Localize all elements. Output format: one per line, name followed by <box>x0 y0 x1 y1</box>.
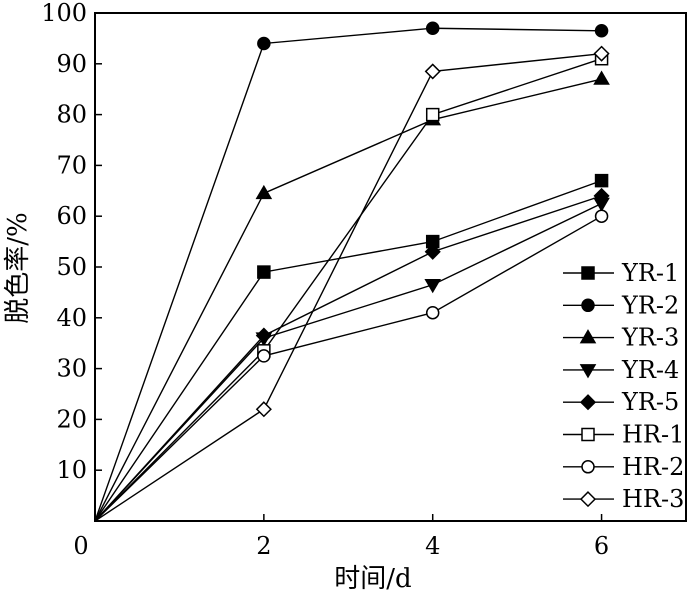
y-tick-label-40: 40 <box>56 304 87 332</box>
x-axis-title: 时间/d <box>334 564 411 594</box>
series-hr-2 <box>94 209 609 522</box>
point-yr-5-x4 <box>424 243 441 260</box>
legend-marker-hr-2 <box>581 460 595 474</box>
series-line-yr-2 <box>94 27 602 522</box>
legend-label-yr-1: YR-1 <box>621 259 679 287</box>
legend-marker-yr-3 <box>579 329 597 344</box>
x-tick-label-0: 0 <box>73 532 88 560</box>
series-yr-4 <box>94 197 610 522</box>
point-yr-2-x6 <box>594 24 609 38</box>
axes: 10 20 30 40 50 60 70 80 90 100 0 2 4 6 <box>41 0 687 560</box>
legend-marker-yr-4 <box>579 364 597 379</box>
series-line-hr-2 <box>94 215 602 522</box>
series-yr-3 <box>94 70 610 522</box>
legend-label-yr-3: YR-3 <box>621 324 679 352</box>
legend-label-hr-1: HR-1 <box>622 421 684 449</box>
point-yr-5-x6 <box>593 187 610 204</box>
series-yr-1 <box>94 173 609 522</box>
y-tick-label-80: 80 <box>56 101 87 129</box>
legend-marker-yr-5 <box>579 394 597 411</box>
point-yr-3-x6 <box>593 70 610 85</box>
legend-marker-yr-1 <box>581 266 595 280</box>
series-line-yr-4 <box>94 202 602 522</box>
legend-item-hr-1: HR-1 <box>563 421 684 449</box>
y-tick-label-50: 50 <box>56 253 87 281</box>
series-yr-5 <box>94 187 610 522</box>
y-tick-label-70: 70 <box>56 151 87 179</box>
legend-item-hr-3: HR-3 <box>563 485 684 513</box>
point-yr-1-x6 <box>594 173 609 188</box>
point-yr-3-x2 <box>255 184 273 200</box>
series-hr-1 <box>94 51 609 522</box>
legend-item-yr-4: YR-4 <box>563 356 679 384</box>
series-layer <box>94 21 610 522</box>
series-line-hr-3 <box>94 52 602 522</box>
legend-item-yr-5: YR-5 <box>563 388 679 416</box>
legend-item-yr-2: YR-2 <box>563 291 679 319</box>
series-hr-3 <box>94 45 610 522</box>
legend-item-hr-2: HR-2 <box>563 453 684 481</box>
y-tick-label-60: 60 <box>56 202 87 230</box>
point-hr-2-x2 <box>257 349 271 363</box>
point-yr-2-x4 <box>425 21 440 35</box>
series-yr-2 <box>94 21 609 522</box>
point-yr-5-x2 <box>255 327 272 344</box>
series-line-hr-1 <box>94 58 602 522</box>
y-tick-label-20: 20 <box>56 405 87 433</box>
legend-marker-hr-3 <box>579 491 597 508</box>
series-line-yr-1 <box>94 179 602 522</box>
series-line-yr-3 <box>94 78 602 522</box>
point-hr-2-x4 <box>425 305 440 320</box>
legend-label-yr-5: YR-5 <box>621 388 679 416</box>
legend-item-yr-3: YR-3 <box>563 324 679 352</box>
plot-frame <box>94 12 687 522</box>
x-tick-label-4: 4 <box>425 532 440 560</box>
point-hr-2-x6 <box>594 209 609 223</box>
legend-label-yr-4: YR-4 <box>621 356 679 384</box>
x-tick-label-6: 6 <box>594 532 609 560</box>
legend-item-yr-1: YR-1 <box>563 259 679 287</box>
point-hr-3-x2 <box>255 401 272 418</box>
legend-label-yr-2: YR-2 <box>621 291 679 319</box>
legend-label-hr-2: HR-2 <box>622 453 684 481</box>
point-hr-3-x4 <box>424 63 441 80</box>
y-tick-label-30: 30 <box>56 355 87 383</box>
x-tick-label-2: 2 <box>256 532 271 560</box>
y-tick-label-90: 90 <box>56 50 87 78</box>
point-yr-1-x2 <box>257 265 271 279</box>
legend-label-hr-3: HR-3 <box>622 485 684 513</box>
series-line-yr-5 <box>94 195 602 522</box>
point-yr-2-x2 <box>257 36 271 51</box>
legend-marker-hr-1 <box>581 427 595 442</box>
legend-marker-yr-2 <box>581 298 595 313</box>
y-tick-label-10: 10 <box>56 456 87 484</box>
y-axis-title: 脱色率/% <box>3 212 33 323</box>
point-yr-4-x4 <box>424 279 442 294</box>
y-tick-label-100: 100 <box>41 0 87 27</box>
legend: YR-1 YR-2 YR-3 YR-4 YR-5 HR-1 HR-2 HR-3 <box>563 259 684 513</box>
point-hr-1-x4 <box>425 107 440 122</box>
point-hr-3-x6 <box>593 45 610 62</box>
